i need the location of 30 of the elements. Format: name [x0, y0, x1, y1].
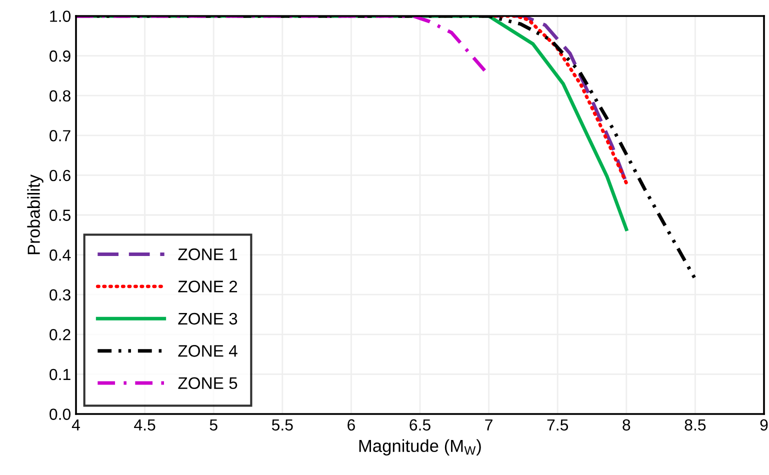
- x-tick-label: 5: [210, 419, 218, 431]
- x-tick-label: 8: [622, 419, 630, 431]
- y-tick-label: 0.1: [50, 368, 70, 380]
- x-tick-label: 5.5: [272, 419, 293, 431]
- x-tick-label: 7: [485, 419, 492, 430]
- y-tick-label: 0.2: [50, 329, 70, 340]
- x-tick-label: 4: [72, 419, 80, 430]
- line-series: [76, 16, 486, 72]
- x-tick-label: 9: [760, 419, 768, 431]
- x-tick-label: 6: [348, 419, 355, 431]
- y-tick-label: 0.6: [50, 170, 70, 182]
- y-tick-label: 0.3: [50, 289, 70, 301]
- y-tick-label: 0.8: [50, 90, 70, 102]
- y-tick-label: 0.7: [50, 130, 70, 142]
- x-tick-label: 8.5: [684, 419, 706, 431]
- y-axis-title: Probability: [27, 174, 44, 254]
- x-tick-label: 6.5: [410, 419, 430, 431]
- x-tick-label: 4.5: [134, 419, 156, 431]
- x-tick-label: 7.5: [547, 419, 568, 431]
- y-tick-label: 0.9: [50, 50, 70, 62]
- y-tick-label: 0.5: [50, 210, 70, 221]
- x-axis-title: Magnitude (M$_{W}$): [359, 439, 481, 456]
- y-tick-label: 0.0: [50, 408, 71, 420]
- legend-label: ZONE 1: [178, 248, 238, 260]
- legend-label: ZONE 5: [178, 377, 238, 390]
- legend-label: ZONE 4: [178, 345, 238, 357]
- y-tick-label: 1.0: [50, 10, 71, 22]
- legend-label: ZONE 2: [178, 280, 238, 292]
- legend-label: ZONE 3: [178, 312, 238, 325]
- y-tick-label: 0.4: [50, 249, 71, 261]
